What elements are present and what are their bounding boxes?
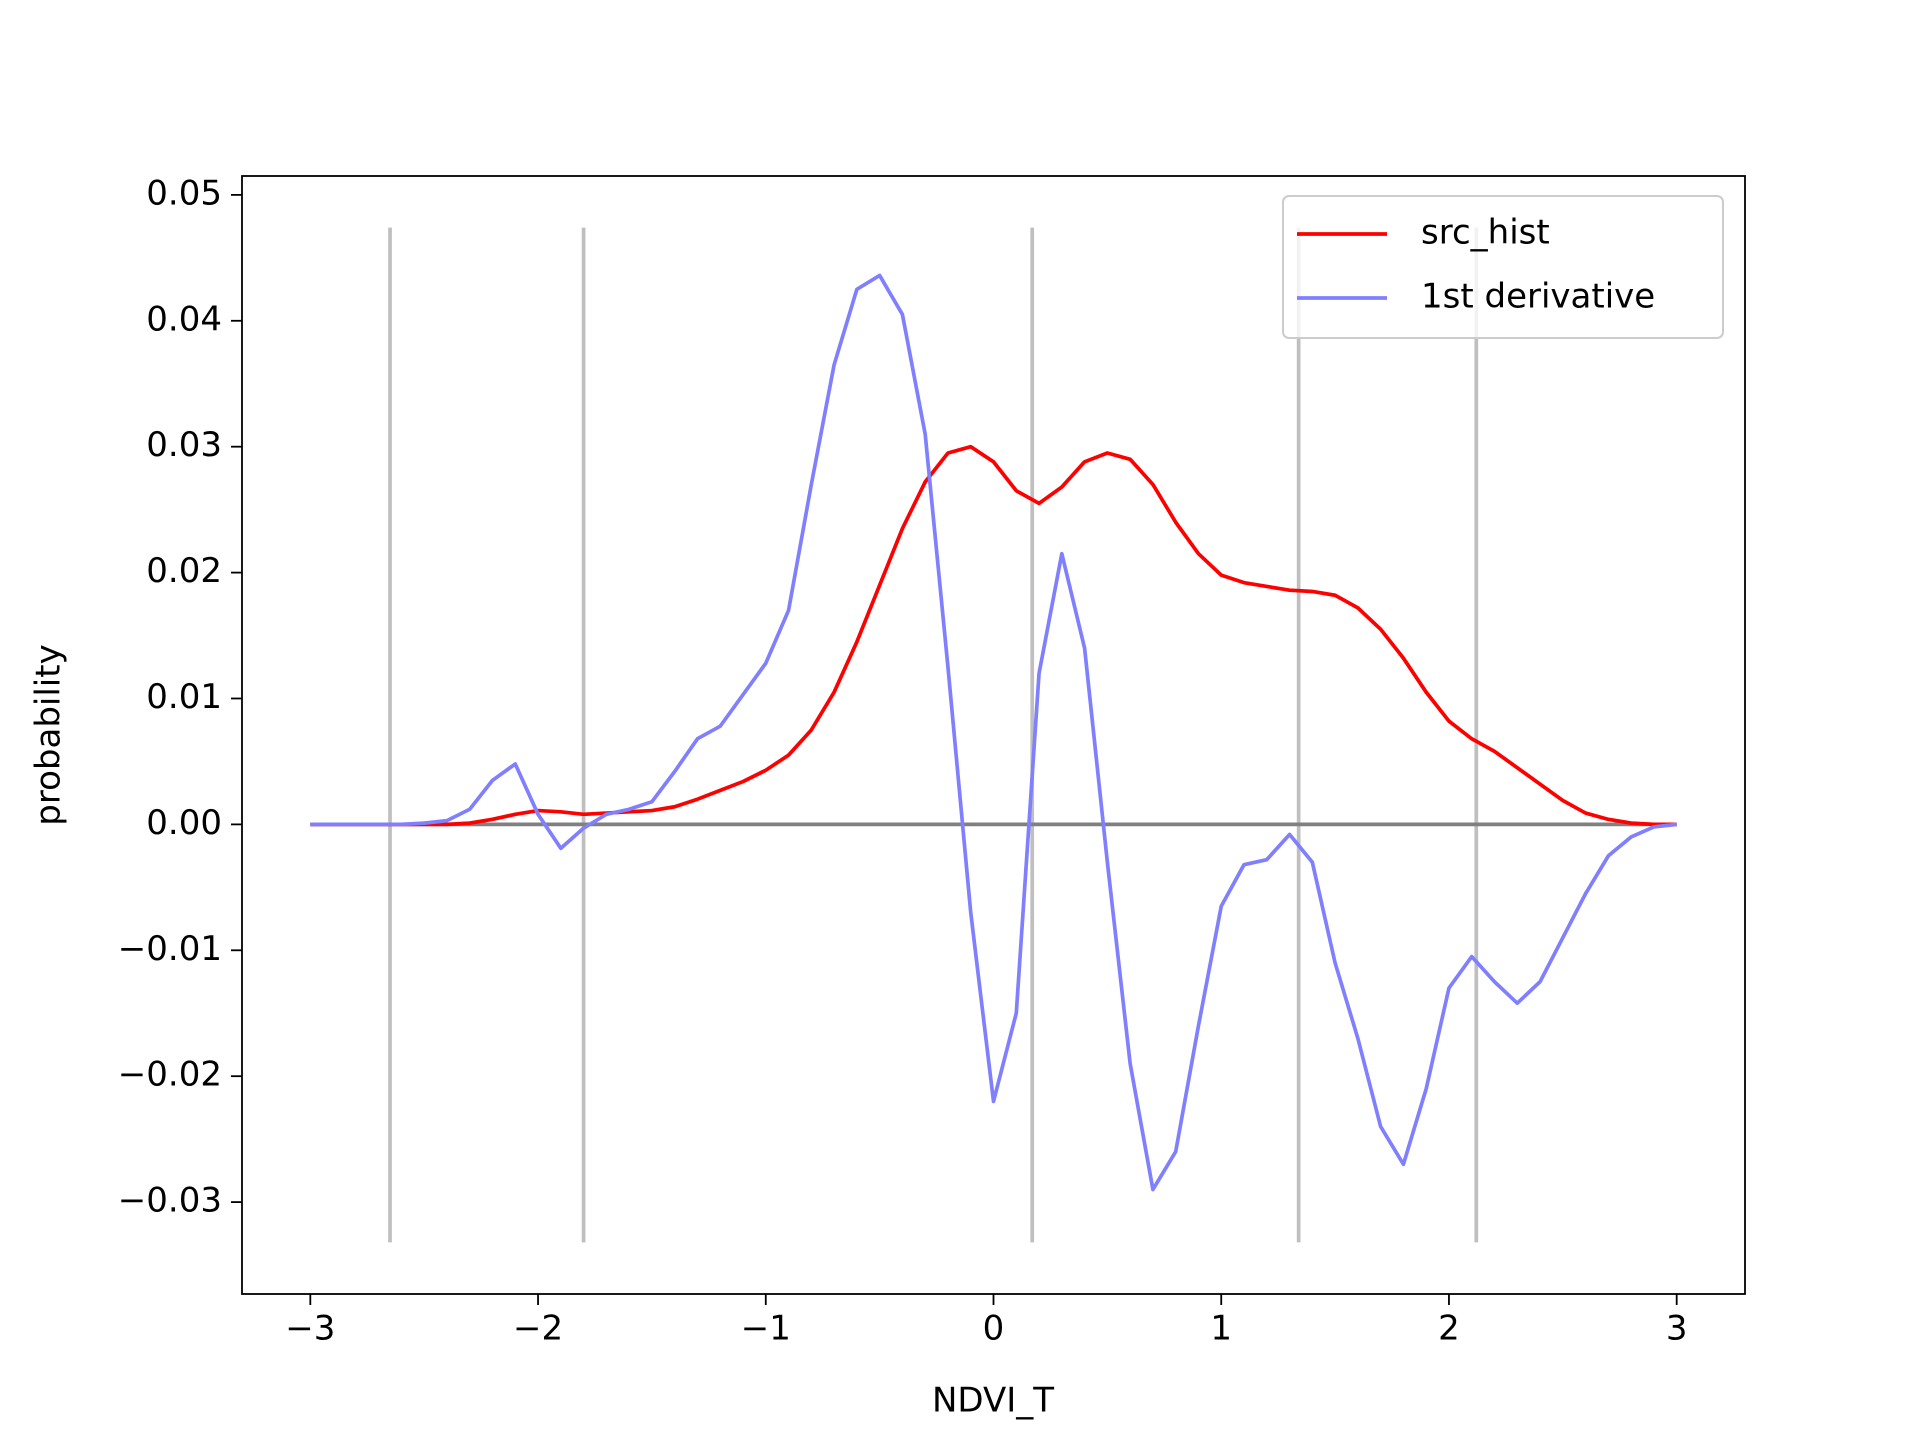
x-tick-label: −3 bbox=[285, 1309, 335, 1349]
y-tick-label: −0.02 bbox=[118, 1055, 222, 1095]
legend-label: src_hist bbox=[1421, 213, 1550, 253]
x-tick-label: −1 bbox=[741, 1309, 791, 1349]
y-tick-label: 0.03 bbox=[146, 425, 222, 465]
plot-frame bbox=[241, 175, 1746, 1295]
y-tick-label: −0.03 bbox=[118, 1181, 222, 1221]
y-tick-label: 0.02 bbox=[146, 551, 222, 591]
y-axis-label: probability bbox=[29, 644, 69, 825]
x-tick-label: 1 bbox=[1210, 1309, 1232, 1349]
y-tick-label: 0.04 bbox=[146, 299, 222, 339]
data-line bbox=[310, 273, 1677, 1192]
y-tick-label: −0.01 bbox=[118, 929, 222, 969]
legend-label: 1st derivative bbox=[1421, 277, 1655, 317]
x-axis-label: NDVI_T bbox=[932, 1381, 1054, 1421]
x-tick-label: 3 bbox=[1666, 1309, 1688, 1349]
y-tick-label: 0.01 bbox=[146, 677, 222, 717]
y-tick-label: 0.00 bbox=[146, 803, 222, 843]
legend-box bbox=[1282, 195, 1724, 339]
x-tick-label: −2 bbox=[513, 1309, 563, 1349]
x-tick-label: 2 bbox=[1438, 1309, 1460, 1349]
y-tick-label: 0.05 bbox=[146, 173, 222, 213]
x-tick-label: 0 bbox=[983, 1309, 1005, 1349]
